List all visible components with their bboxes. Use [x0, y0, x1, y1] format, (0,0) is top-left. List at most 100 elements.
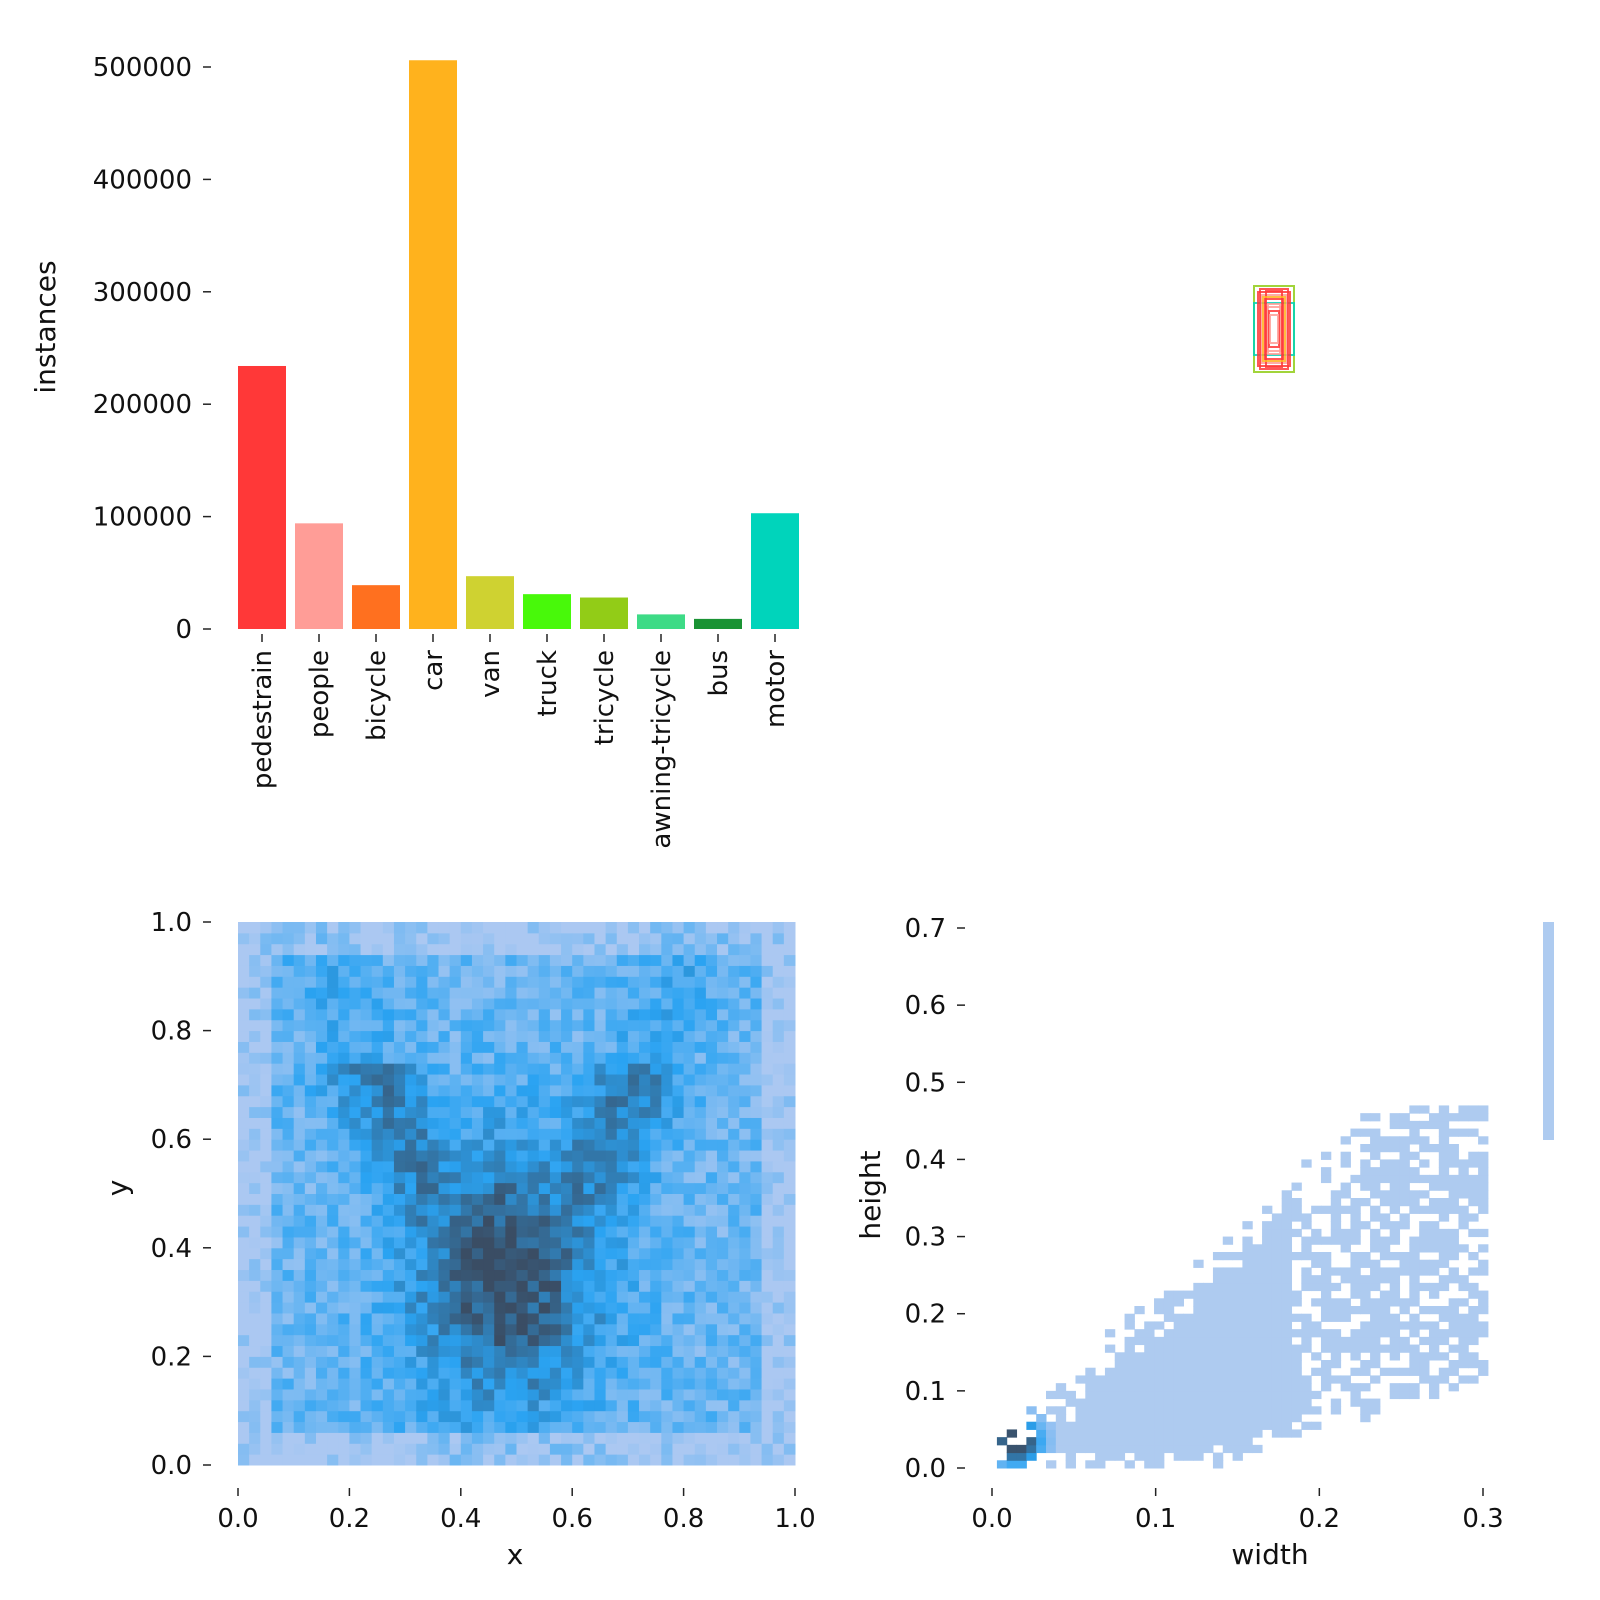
wh-cell	[1212, 1336, 1224, 1346]
wh-cell	[1114, 1375, 1126, 1384]
xy-cell	[783, 1063, 796, 1075]
wh-cell	[1222, 1298, 1234, 1307]
wh-cell	[1379, 1367, 1391, 1376]
wh-cell	[1379, 1136, 1391, 1145]
wh-cell	[1252, 1282, 1263, 1292]
wh-cell	[1114, 1437, 1126, 1446]
xy-cell	[739, 1236, 751, 1249]
xy-cell	[371, 1182, 384, 1194]
xy-cell	[705, 1226, 718, 1238]
xy-cell	[683, 1269, 696, 1281]
xy-cell	[739, 1280, 751, 1292]
wh-cell	[1370, 1144, 1381, 1153]
wh-cell	[1458, 1275, 1469, 1284]
xy-cell	[483, 1302, 495, 1314]
wh-cell	[1330, 1298, 1342, 1307]
xy-cell	[717, 1074, 729, 1086]
xy-cell	[416, 1323, 428, 1336]
xy-cell	[327, 1150, 339, 1162]
wh-cell	[1320, 1360, 1332, 1369]
xy-cell	[282, 976, 295, 988]
xy-cell	[282, 1323, 295, 1336]
xy-cell	[750, 1204, 763, 1216]
wh-cell	[1163, 1298, 1175, 1307]
xy-cell	[672, 1084, 685, 1097]
xy-cell	[527, 1204, 540, 1216]
wh-cell	[1252, 1429, 1263, 1438]
xy-cell	[639, 1084, 651, 1097]
xy-cell	[516, 1063, 529, 1075]
xy-cell	[238, 1334, 250, 1347]
wh-cell	[1419, 1190, 1430, 1199]
xy-cell	[717, 965, 729, 977]
xy-cell	[315, 1182, 328, 1194]
xy-cell	[471, 976, 484, 988]
wh-cell	[1330, 1205, 1342, 1214]
wh-cell	[1360, 1174, 1371, 1184]
xy-cell	[471, 1063, 484, 1075]
xy-cell	[349, 1334, 362, 1347]
xy-cell	[772, 1443, 785, 1455]
xy-cell	[594, 1041, 607, 1053]
xy-cell	[705, 1258, 718, 1271]
xy-cell	[694, 1280, 707, 1292]
xy-cell	[605, 1399, 618, 1412]
wh-cell	[1438, 1159, 1450, 1168]
xy-cell	[282, 1171, 295, 1184]
xy-cell	[739, 1063, 751, 1075]
xy-cell	[728, 1139, 740, 1151]
xy-cell	[382, 1041, 395, 1053]
xy-cell	[238, 1421, 250, 1433]
xy-cell	[438, 1117, 451, 1129]
xy-cell	[627, 1171, 640, 1184]
xy-cell	[549, 1367, 562, 1379]
xy-cell	[460, 1204, 473, 1216]
xy-cell	[438, 976, 451, 988]
wh-cell	[1036, 1421, 1047, 1430]
xy-cell	[360, 1432, 373, 1444]
wh-cell	[1320, 1236, 1332, 1245]
xy-cell	[694, 1367, 707, 1379]
wh-x-tick-label: 0.2	[1299, 1504, 1340, 1534]
xy-cell	[549, 954, 562, 966]
wh-cell	[1262, 1414, 1273, 1423]
xy-cell	[739, 943, 751, 956]
xy-cell	[717, 954, 729, 966]
wh-cell	[1379, 1236, 1391, 1245]
xy-cell	[449, 1443, 462, 1455]
xy-cell	[538, 1160, 551, 1173]
xy-cell	[338, 1008, 350, 1021]
wh-cell	[1144, 1421, 1155, 1430]
xy-cell	[783, 943, 796, 956]
xy-cell	[449, 1291, 462, 1303]
xy-cell	[572, 976, 584, 988]
xy-cell	[672, 1356, 685, 1368]
wh-cell	[1350, 1352, 1361, 1361]
xy-cell	[627, 976, 640, 988]
xy-cell	[683, 932, 696, 945]
wh-cell	[1154, 1444, 1165, 1454]
xy-cell	[460, 1171, 473, 1184]
xy-cell	[672, 1302, 685, 1314]
wh-cell	[1271, 1375, 1283, 1384]
wh-cell	[1144, 1336, 1155, 1346]
xy-cell	[661, 1454, 673, 1466]
xy-cell	[616, 1367, 629, 1379]
wh-cell	[1046, 1460, 1057, 1469]
xy-cell	[728, 1052, 740, 1064]
xy-cell	[750, 1182, 763, 1194]
xy-cell	[761, 954, 774, 966]
wh-cell	[1379, 1252, 1391, 1261]
xy-cell	[471, 965, 484, 977]
xy-cell	[260, 954, 272, 966]
xy-cell	[572, 1084, 584, 1097]
xy-cell	[427, 1454, 440, 1466]
wh-cell	[1291, 1360, 1302, 1369]
xy-cell	[583, 1128, 595, 1140]
xy-cell	[694, 1041, 707, 1053]
xy-cell	[527, 1334, 540, 1347]
xy-cell	[694, 954, 707, 966]
xy-cell	[639, 1280, 651, 1292]
wh-cell	[1055, 1421, 1067, 1430]
wh-cell	[1203, 1383, 1214, 1392]
